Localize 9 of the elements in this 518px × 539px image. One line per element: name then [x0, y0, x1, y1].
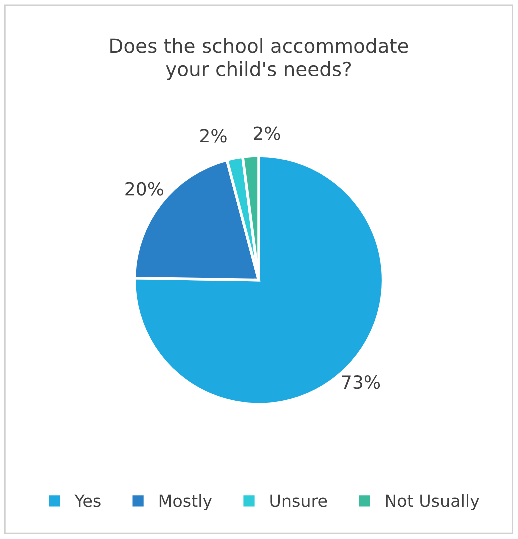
- legend-label: Mostly: [160, 494, 212, 511]
- legend-label: Not Usually: [386, 494, 480, 511]
- data-label: 73%: [342, 376, 380, 390]
- data-label: 20%: [126, 182, 164, 196]
- chart-title: Does the school accommodate your child's needs?: [110, 38, 408, 80]
- data-label: 2%: [200, 129, 227, 143]
- legend-label: Yes: [74, 494, 101, 508]
- data-label: 2%: [254, 126, 280, 140]
- legend-label: Unsure: [270, 494, 328, 508]
